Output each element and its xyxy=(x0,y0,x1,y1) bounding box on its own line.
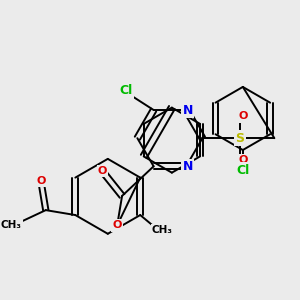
Text: CH₃: CH₃ xyxy=(152,225,173,235)
Text: O: O xyxy=(98,166,107,176)
Text: S: S xyxy=(236,132,244,145)
Text: O: O xyxy=(112,220,122,230)
Text: CH₃: CH₃ xyxy=(1,220,22,230)
Text: N: N xyxy=(182,160,193,173)
Text: O: O xyxy=(238,112,248,122)
Text: O: O xyxy=(238,155,248,165)
Text: O: O xyxy=(36,176,46,186)
Text: Cl: Cl xyxy=(236,164,250,177)
Text: Cl: Cl xyxy=(119,84,133,97)
Text: N: N xyxy=(182,103,193,116)
